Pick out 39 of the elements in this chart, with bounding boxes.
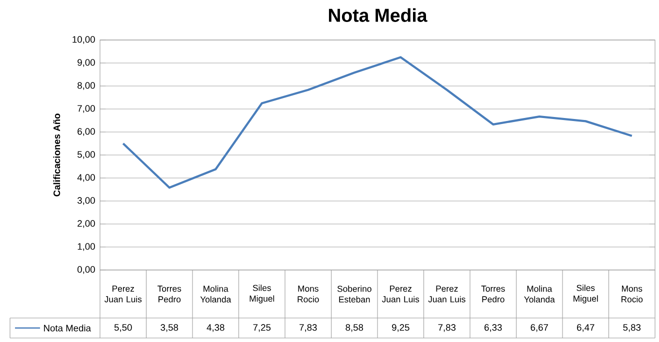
data-label: 7,83 — [438, 324, 456, 332]
data-label: 6,67 — [530, 324, 548, 332]
data-label: 3,58 — [160, 324, 178, 332]
data-label: 6,33 — [484, 324, 502, 332]
y-tick-label: 0,00 — [77, 266, 95, 274]
data-label: 5,83 — [623, 324, 641, 332]
data-label: 4,38 — [206, 324, 224, 332]
x-tick-label: Siles Miguel — [250, 284, 274, 304]
x-tick-label: Mons Rocio — [298, 286, 319, 302]
y-tick-label: 4,00 — [77, 174, 95, 182]
y-tick-label: 9,00 — [78, 59, 95, 67]
data-label: 5,50 — [114, 324, 132, 332]
y-tick-label: 5,00 — [78, 151, 95, 159]
data-label: 7,25 — [253, 324, 271, 332]
x-tick-label: Torres Pedro — [158, 286, 182, 302]
data-label: 7,83 — [300, 324, 317, 332]
x-tick-label: Perez Juan Luis — [382, 286, 420, 302]
x-tick-label: Molina Yolanda — [200, 285, 232, 303]
data-label: 8,58 — [346, 324, 364, 332]
y-tick-label: 6,00 — [78, 128, 95, 136]
chart-title: Nota Media — [328, 8, 428, 22]
y-tick-label: 3,00 — [77, 197, 95, 205]
data-label: 6,47 — [577, 324, 594, 332]
y-tick-label: 2,00 — [78, 220, 95, 228]
y-tick-label: 8,00 — [78, 82, 95, 90]
x-tick-label: Mons Rocio — [622, 286, 643, 302]
y-tick-label: 1,00 — [78, 243, 95, 251]
y-axis-title: Calificaciones Año — [53, 114, 60, 196]
x-tick-label: Torres Pedro — [481, 286, 505, 302]
y-tick-label: 10,00 — [72, 36, 95, 44]
x-tick-label: Perez Juan Luis — [428, 286, 466, 302]
x-tick-label: Perez Juan Luis — [104, 286, 142, 302]
line-series — [122, 56, 633, 189]
x-tick-label: Soberino Esteban — [337, 285, 372, 303]
y-tick-label: 7,00 — [78, 105, 95, 113]
legend-label: Nota Media — [44, 324, 91, 332]
data-label: 9,25 — [392, 324, 410, 332]
x-tick-label: Molina Yolanda — [524, 285, 555, 303]
x-tick-label: Siles Miguel — [574, 284, 598, 304]
